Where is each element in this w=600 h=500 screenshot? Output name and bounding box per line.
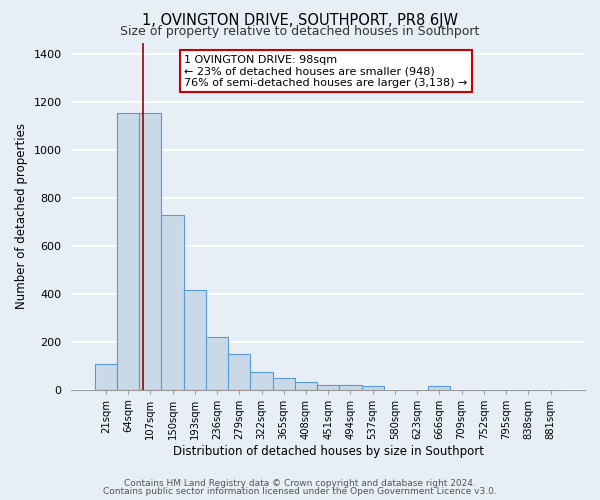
- Y-axis label: Number of detached properties: Number of detached properties: [15, 123, 28, 309]
- Bar: [117, 113, 139, 390]
- Text: Contains HM Land Registry data © Crown copyright and database right 2024.: Contains HM Land Registry data © Crown c…: [124, 479, 476, 488]
- Bar: [272, 378, 295, 390]
- Bar: [139, 113, 161, 390]
- Bar: [95, 364, 117, 390]
- Bar: [295, 382, 317, 390]
- Bar: [184, 290, 206, 390]
- Text: Contains public sector information licensed under the Open Government Licence v3: Contains public sector information licen…: [103, 487, 497, 496]
- Bar: [228, 354, 250, 390]
- Text: 1 OVINGTON DRIVE: 98sqm
← 23% of detached houses are smaller (948)
76% of semi-d: 1 OVINGTON DRIVE: 98sqm ← 23% of detache…: [184, 54, 468, 88]
- Bar: [206, 337, 228, 390]
- Bar: [250, 372, 272, 390]
- Bar: [317, 385, 340, 390]
- Text: 1, OVINGTON DRIVE, SOUTHPORT, PR8 6JW: 1, OVINGTON DRIVE, SOUTHPORT, PR8 6JW: [142, 12, 458, 28]
- X-axis label: Distribution of detached houses by size in Southport: Distribution of detached houses by size …: [173, 444, 484, 458]
- Bar: [161, 215, 184, 390]
- Bar: [340, 385, 362, 390]
- Bar: [428, 386, 451, 390]
- Text: Size of property relative to detached houses in Southport: Size of property relative to detached ho…: [121, 25, 479, 38]
- Bar: [362, 386, 384, 390]
